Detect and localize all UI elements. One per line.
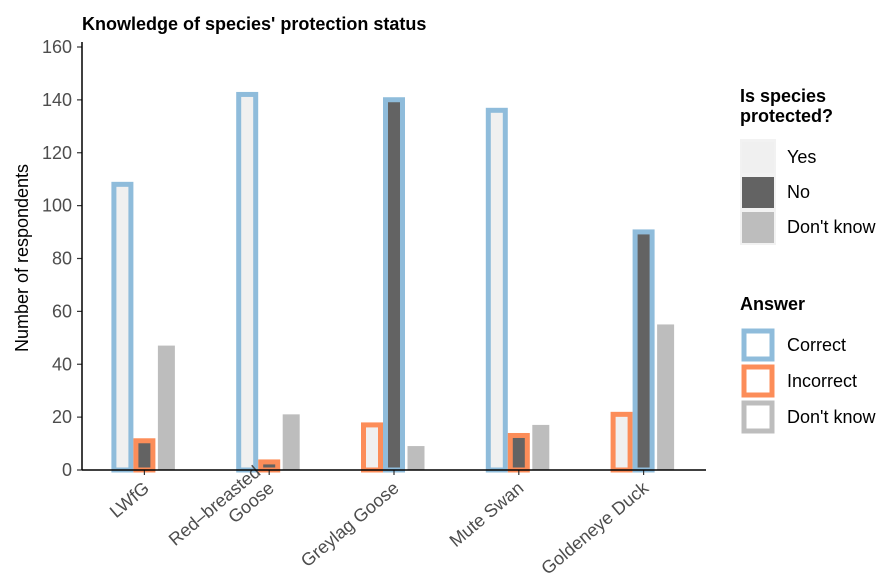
bar: [282, 414, 300, 470]
y-tick-label: 160: [42, 37, 72, 57]
y-axis: 0 20 40 60 80 100 120 140 160: [42, 37, 82, 480]
bar: [111, 181, 134, 473]
legend-label: Don't know: [787, 407, 876, 427]
legend-title: protected?: [740, 106, 833, 126]
chart-title: Knowledge of species' protection status: [82, 14, 426, 34]
y-tick-label: 80: [52, 249, 72, 269]
legend-title: Answer: [740, 294, 805, 314]
y-tick-label: 40: [52, 354, 72, 374]
x-tick-label-line: Goldeneye Duck: [537, 477, 653, 579]
bar: [133, 438, 156, 473]
legend-title: Is species: [740, 86, 826, 106]
x-tick-label-line: Greylag Goose: [297, 478, 403, 571]
legend-fill-key: [742, 142, 774, 173]
bar: [532, 424, 550, 470]
bar: [610, 411, 633, 473]
legend-outline-key: [741, 364, 775, 398]
bar: [236, 91, 259, 473]
x-axis: LWfG Red–breastedGoose Greylag Goose Mute S…: [106, 462, 653, 579]
y-tick-label: 20: [52, 407, 72, 427]
bar: [157, 345, 175, 470]
x-tick-label: Mute Swan: [446, 478, 528, 551]
legend-outline-key: [741, 400, 775, 434]
legend-outline-key: [741, 328, 775, 362]
y-tick-label: 100: [42, 196, 72, 216]
legend-label: Incorrect: [787, 371, 857, 391]
x-tick-label: Red–breastedGoose: [165, 462, 278, 566]
y-tick-label: 0: [62, 460, 72, 480]
legend-label: Correct: [787, 335, 846, 355]
x-tick-label-line: LWfG: [106, 478, 153, 522]
bar: [258, 459, 281, 473]
bar: [361, 422, 383, 473]
bar: [383, 97, 405, 473]
x-tick-label: Greylag Goose: [297, 478, 403, 571]
bar: [485, 107, 508, 473]
bars: [111, 91, 675, 473]
y-tick-label: 140: [42, 90, 72, 110]
legend-label: Yes: [787, 147, 816, 167]
legend-fill-key: [742, 177, 774, 208]
answer-legend: Answer Correct Incorrect Don't know: [740, 294, 876, 434]
bar: [657, 324, 675, 470]
legend-label: No: [787, 182, 810, 202]
bar: [632, 229, 655, 473]
bar: [407, 446, 425, 470]
x-tick-label-line: Mute Swan: [446, 478, 528, 551]
bar: [507, 432, 530, 473]
legend-fill-key: [742, 212, 774, 243]
legend-label: Don't know: [787, 217, 876, 237]
y-axis-title: Number of respondents: [12, 164, 32, 352]
y-tick-label: 60: [52, 301, 72, 321]
x-tick-label: Goldeneye Duck: [537, 477, 653, 579]
x-tick-label: LWfG: [106, 478, 153, 522]
y-tick-label: 120: [42, 143, 72, 163]
